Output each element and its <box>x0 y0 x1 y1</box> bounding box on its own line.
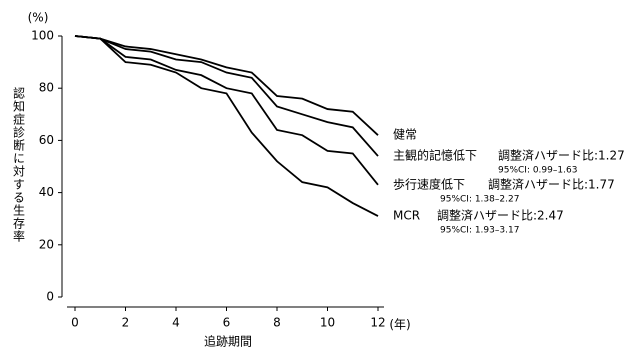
y-tick-label: 0 <box>46 290 54 304</box>
hazard-ratio: 調整済ハザード比:2.47 <box>437 208 564 223</box>
series-label: 健常 <box>393 128 417 142</box>
series-label: 歩行速度低下 <box>393 176 465 191</box>
x-tick-label: 0 <box>71 316 79 330</box>
hazard-ratio: 調整済ハザード比:1.77 <box>488 176 615 191</box>
survival-line <box>74 35 379 217</box>
x-tick-label: 2 <box>122 316 130 330</box>
y-unit: (%) <box>28 11 49 25</box>
survival-line <box>74 35 379 136</box>
x-tick-label: 12 <box>370 316 385 330</box>
x-unit: (年) <box>389 318 410 332</box>
x-tick-label: 6 <box>223 316 231 330</box>
confidence-interval: 95%CI: 1.38–2.27 <box>440 194 519 204</box>
y-tick-label: 20 <box>39 237 54 251</box>
y-tick-label: 60 <box>39 133 54 147</box>
y-axis-label: 認知症診断に対する生存率 <box>12 86 26 243</box>
series-label: 主観的記憶低下 <box>393 148 477 163</box>
survival-line <box>74 35 379 186</box>
hazard-ratio: 調整済ハザード比:1.27 <box>498 148 625 163</box>
survival-line <box>74 35 379 157</box>
y-tick-label: 100 <box>31 29 54 43</box>
confidence-interval: 95%CI: 1.93–3.17 <box>440 226 519 236</box>
x-axis-label: 追跡期間 <box>204 334 252 349</box>
y-tick-label: 80 <box>39 81 54 95</box>
x-tick-label: 4 <box>172 316 180 330</box>
series-label: MCR <box>393 209 420 223</box>
x-tick-label: 10 <box>320 316 335 330</box>
y-tick-label: 40 <box>39 185 54 199</box>
confidence-interval: 95%CI: 0.99–1.63 <box>498 166 577 176</box>
x-tick-label: 8 <box>273 316 281 330</box>
